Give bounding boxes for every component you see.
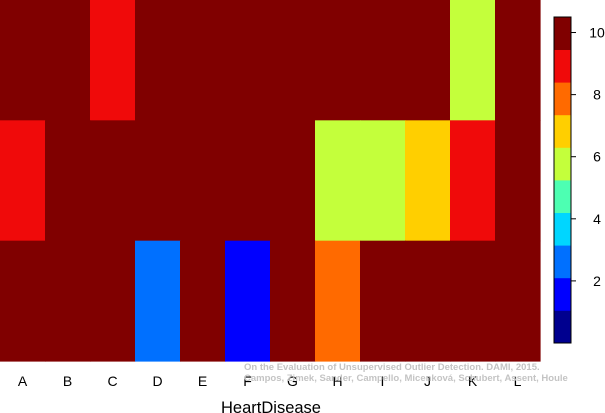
heatmap-cell-i-1 bbox=[360, 0, 406, 121]
heatmap-cell-g-1 bbox=[270, 0, 316, 121]
heatmap-cell-j-2 bbox=[405, 120, 451, 242]
heatmap-cell-g-2 bbox=[270, 120, 316, 242]
heatmap-cell-i-3 bbox=[360, 240, 406, 362]
colorbar-tick-label-8: 8 bbox=[593, 87, 601, 103]
heatmap-cells bbox=[0, 0, 541, 362]
x-tick-label-i: I bbox=[381, 373, 385, 389]
colorbar: 2 4 6 8 10 bbox=[553, 16, 605, 344]
credit-watermark: On the Evaluation of Unsupervised Outlie… bbox=[244, 362, 605, 384]
colorbar-ticks: 2 4 6 8 10 bbox=[571, 25, 605, 289]
colorbar-swatch-10 bbox=[554, 17, 571, 50]
heatmap-cell-j-1 bbox=[405, 0, 451, 121]
colorbar-swatch-8 bbox=[554, 82, 571, 116]
colorbar-tick-label-10: 10 bbox=[589, 25, 605, 41]
colorbar-swatch-5 bbox=[554, 180, 571, 213]
heatmap-cell-f-1 bbox=[225, 0, 271, 121]
x-tick-label-h: H bbox=[332, 373, 342, 389]
x-tick-label-e: E bbox=[198, 373, 207, 389]
colorbar-tick-label-6: 6 bbox=[593, 149, 601, 165]
heatmap-cell-b-2 bbox=[45, 120, 91, 242]
heatmap-cell-d-1 bbox=[135, 0, 181, 121]
heatmap-cell-a-3 bbox=[0, 240, 46, 362]
colorbar-swatch-2 bbox=[554, 277, 571, 311]
colorbar-tick-label-4: 4 bbox=[593, 211, 601, 227]
x-tick-label-d: D bbox=[152, 373, 162, 389]
heatmap-cell-f-3 bbox=[225, 240, 271, 362]
colorbar-swatch-6 bbox=[554, 147, 571, 181]
colorbar-tick-label-2: 2 bbox=[593, 273, 601, 289]
heatmap-cell-f-2 bbox=[225, 120, 271, 242]
heatmap-cell-c-3 bbox=[90, 240, 136, 362]
x-tick-label-c: C bbox=[107, 373, 117, 389]
heatmap-cell-k-2 bbox=[450, 120, 496, 242]
colorbar-swatch-1 bbox=[554, 310, 571, 344]
x-tick-label-j: J bbox=[424, 373, 431, 389]
colorbar-frame bbox=[553, 16, 572, 344]
credit-line-1: On the Evaluation of Unsupervised Outlie… bbox=[244, 362, 540, 373]
heatmap-cell-l-2 bbox=[495, 120, 541, 242]
heatmap-cell-b-1 bbox=[45, 0, 91, 121]
heatmap-cell-h-1 bbox=[315, 0, 361, 121]
heatmap-cell-e-2 bbox=[180, 120, 226, 242]
colorbar-swatch-9 bbox=[554, 49, 571, 83]
x-tick-label-g: G bbox=[287, 373, 298, 389]
colorbar-swatches bbox=[554, 17, 571, 344]
credit-line-2: Campos, Zimek, Sander, Campello, Micenko… bbox=[244, 373, 568, 384]
colorbar-swatch-4 bbox=[554, 212, 571, 246]
heatmap-cell-i-2 bbox=[360, 120, 406, 242]
heatmap-cell-d-3 bbox=[135, 240, 181, 362]
x-tick-label-a: A bbox=[18, 373, 28, 389]
heatmap-cell-a-1 bbox=[0, 0, 46, 121]
colorbar-swatch-3 bbox=[554, 245, 571, 279]
heatmap-cell-c-1 bbox=[90, 0, 136, 121]
colorbar-swatch-7 bbox=[554, 114, 571, 148]
x-axis-label: HeartDisease bbox=[221, 399, 321, 413]
heatmap-cell-g-3 bbox=[270, 240, 316, 362]
heatmap-cell-h-3 bbox=[315, 240, 361, 362]
heatmap-cell-b-3 bbox=[45, 240, 91, 362]
x-tick-label-f: F bbox=[243, 373, 252, 389]
heatmap-cell-l-1 bbox=[495, 0, 541, 121]
heatmap-cell-d-2 bbox=[135, 120, 181, 242]
heatmap-cell-l-3 bbox=[495, 240, 541, 362]
x-tick-label-k: K bbox=[468, 373, 478, 389]
heatmap-cell-k-1 bbox=[450, 0, 496, 121]
heatmap-cell-e-3 bbox=[180, 240, 226, 362]
x-tick-labels: A B C D E F G H I J K L bbox=[18, 373, 522, 389]
heatmap-cell-c-2 bbox=[90, 120, 136, 242]
x-tick-label-b: B bbox=[63, 373, 72, 389]
heatmap-cell-e-1 bbox=[180, 0, 226, 121]
heatmap-cell-j-3 bbox=[405, 240, 451, 362]
heatmap-cell-k-3 bbox=[450, 240, 496, 362]
heatmap-cell-h-2 bbox=[315, 120, 361, 242]
x-tick-label-l: L bbox=[514, 373, 522, 389]
heatmap-cell-a-2 bbox=[0, 120, 46, 242]
